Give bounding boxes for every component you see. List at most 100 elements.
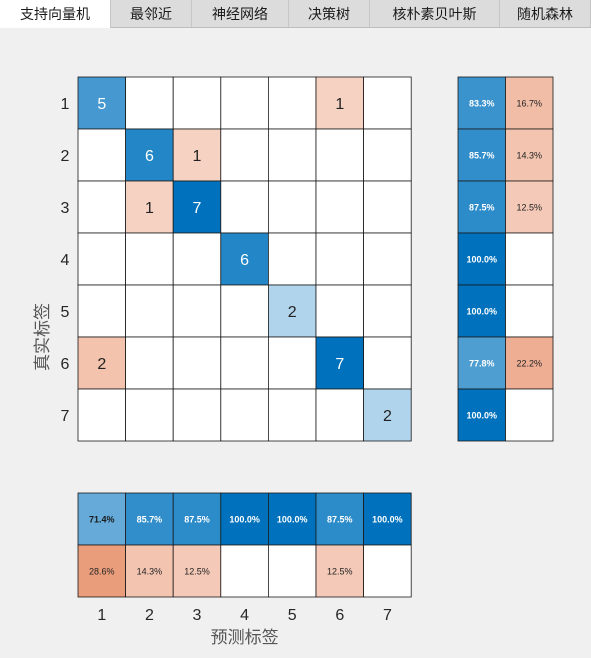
matrix-cell-r3-c7 [363, 180, 412, 234]
x-tick-label-4: 4 [240, 607, 249, 624]
matrix-cell-r4-c6 [315, 232, 364, 286]
matrix-cell-r4-c5 [267, 232, 317, 286]
x-tick-label-5: 5 [288, 607, 297, 624]
x-tick-label-2: 2 [145, 607, 154, 624]
matrix-cell-r2-c7 [363, 128, 412, 182]
column-summary-incorrect-label-1: 28.6% [89, 567, 115, 577]
row-summary-incorrect-5 [505, 284, 554, 338]
matrix-cell-r4-c3 [172, 232, 222, 286]
tab-svm[interactable]: 支持向量机 [0, 0, 111, 28]
y-axis-label: 真实标签 [33, 303, 52, 371]
column-summary-incorrect-2 [125, 544, 174, 598]
matrix-cell-r4-c4 [220, 232, 269, 286]
y-tick-label-1: 1 [61, 96, 70, 113]
matrix-cell-r1-c7 [363, 76, 412, 130]
row-summary-correct-3 [457, 180, 506, 234]
row-summary-correct-label-5: 100.0% [466, 307, 497, 317]
matrix-cell-r6-c2 [125, 336, 174, 390]
matrix-cell-r2-c4 [220, 128, 269, 182]
matrix-cell-r3-c3 [172, 180, 222, 234]
column-summary-correct-label-6: 87.5% [327, 515, 353, 525]
column-summary-incorrect-1 [77, 544, 126, 598]
y-tick-label-3: 3 [61, 200, 70, 217]
matrix-cell-r5-c7 [363, 284, 412, 338]
y-tick-label-4: 4 [61, 252, 70, 269]
column-summary-correct-7 [363, 492, 412, 546]
matrix-count-r2-c3: 1 [193, 148, 202, 165]
matrix-count-r1-c1: 5 [97, 96, 106, 113]
x-tick-label-7: 7 [383, 607, 392, 624]
column-summary-correct-1 [77, 492, 126, 546]
matrix-cell-r7-c6 [315, 388, 364, 442]
matrix-count-r4-c4: 6 [240, 252, 249, 269]
matrix-cell-r7-c7 [363, 388, 412, 442]
matrix-cell-r3-c4 [220, 180, 269, 234]
matrix-cell-r2-c6 [315, 128, 364, 182]
matrix-count-r3-c2: 1 [145, 200, 154, 217]
matrix-count-r3-c3: 7 [193, 200, 202, 217]
row-summary-incorrect-label-1: 16.7% [516, 99, 542, 109]
matrix-cell-r6-c4 [220, 336, 269, 390]
column-summary-incorrect-4 [220, 544, 269, 598]
column-summary-incorrect-label-6: 12.5% [327, 567, 353, 577]
matrix-cell-r1-c5 [267, 76, 317, 130]
matrix-cell-r6-c6 [315, 336, 364, 390]
row-summary-incorrect-1 [505, 76, 554, 130]
column-summary-correct-label-2: 85.7% [137, 515, 163, 525]
matrix-cell-r5-c4 [220, 284, 269, 338]
row-summary-correct-7 [457, 388, 506, 442]
y-tick-label-7: 7 [61, 408, 70, 425]
tab-knn[interactable]: 最邻近 [111, 0, 192, 27]
column-summary-incorrect-5 [267, 544, 317, 598]
matrix-cell-r5-c3 [172, 284, 222, 338]
row-summary-incorrect-2 [505, 128, 554, 182]
column-summary-correct-label-1: 71.4% [89, 515, 115, 525]
matrix-cell-r4-c1 [77, 232, 126, 286]
tab-neural-network[interactable]: 神经网络 [192, 0, 289, 27]
matrix-cell-r5-c1 [77, 284, 126, 338]
matrix-cell-r3-c2 [125, 180, 174, 234]
matrix-cell-r3-c1 [77, 180, 126, 234]
row-summary-incorrect-label-2: 14.3% [516, 151, 542, 161]
y-tick-label-5: 5 [61, 304, 70, 321]
row-summary-incorrect-6 [505, 336, 554, 390]
column-summary-correct-label-5: 100.0% [277, 515, 308, 525]
matrix-cell-r7-c2 [125, 388, 174, 442]
matrix-cell-r5-c6 [315, 284, 364, 338]
column-summary-correct-6 [315, 492, 364, 546]
tab-kernel-naive-bayes[interactable]: 核朴素贝叶斯 [370, 0, 500, 27]
row-summary-correct-label-7: 100.0% [466, 411, 497, 421]
row-summary-correct-label-3: 87.5% [469, 203, 495, 213]
y-tick-label-6: 6 [61, 356, 70, 373]
matrix-cell-r6-c3 [172, 336, 222, 390]
matrix-cell-r3-c5 [267, 180, 317, 234]
row-summary-incorrect-3 [505, 180, 554, 234]
row-summary-correct-5 [457, 284, 506, 338]
row-summary-incorrect-4 [505, 232, 554, 286]
x-axis-label: 预测标签 [211, 628, 279, 647]
row-summary-correct-6 [457, 336, 506, 390]
column-summary-incorrect-label-3: 12.5% [184, 567, 210, 577]
matrix-cell-r7-c1 [77, 388, 126, 442]
row-summary-correct-label-4: 100.0% [466, 255, 497, 265]
tab-decision-tree[interactable]: 决策树 [289, 0, 370, 27]
matrix-count-r1-c6: 1 [335, 96, 344, 113]
x-tick-label-3: 3 [193, 607, 202, 624]
matrix-cell-r2-c5 [267, 128, 317, 182]
tab-bar: 支持向量机 最邻近 神经网络 决策树 核朴素贝叶斯 随机森林 [0, 0, 591, 28]
matrix-count-r7-c7: 2 [383, 408, 392, 425]
matrix-cell-r4-c7 [363, 232, 412, 286]
row-summary-correct-label-1: 83.3% [469, 99, 495, 109]
matrix-cell-r3-c6 [315, 180, 364, 234]
column-summary-incorrect-label-2: 14.3% [137, 567, 163, 577]
x-tick-label-1: 1 [97, 607, 106, 624]
matrix-count-r5-c5: 2 [288, 304, 297, 321]
tab-random-forest[interactable]: 随机森林 [500, 0, 591, 27]
matrix-cell-r5-c2 [125, 284, 174, 338]
y-tick-label-2: 2 [61, 148, 70, 165]
matrix-cell-r7-c4 [220, 388, 269, 442]
matrix-count-r6-c6: 7 [335, 356, 344, 373]
matrix-cell-r1-c1 [77, 76, 126, 130]
column-summary-correct-label-7: 100.0% [372, 515, 403, 525]
